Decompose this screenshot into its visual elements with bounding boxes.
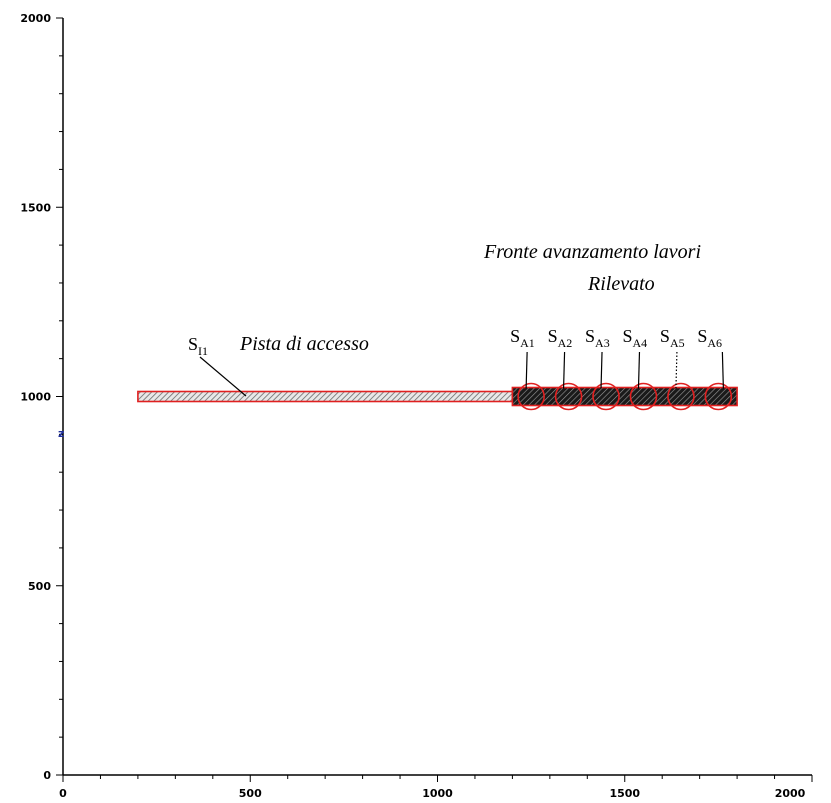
- work-front-source-leaders: [525, 351, 724, 389]
- y-tick-label: 2000: [20, 12, 51, 25]
- source-label-a1: SA1: [510, 326, 535, 350]
- z-marker: z: [58, 427, 64, 440]
- source-leader-a1: [525, 351, 528, 389]
- work-front-label-line2: Rilevato: [587, 273, 655, 295]
- source-label-i1: SI1: [188, 334, 208, 358]
- x-tick-label: 1500: [609, 787, 640, 800]
- x-tick-label: 1000: [422, 787, 453, 800]
- source-leader-a6: [721, 351, 724, 389]
- source-circle-a4: [629, 382, 658, 411]
- source-circle-a6: [704, 382, 733, 411]
- x-axis-ticks: 0 500 1000 1500 2000: [59, 775, 813, 800]
- work-front-label-line1: Fronte avanzamento lavori: [483, 241, 701, 263]
- source-circle-a1: [517, 382, 545, 411]
- access-track-label: Pista di accesso: [239, 333, 369, 355]
- source-label-a4: SA4: [622, 326, 647, 350]
- source-leader-a4: [637, 351, 641, 389]
- y-tick-label: 1500: [20, 201, 51, 214]
- source-circle-a5: [667, 382, 695, 411]
- work-front-strip: [512, 387, 738, 406]
- x-tick-label: 500: [239, 787, 262, 800]
- source-leader-a5: [675, 351, 678, 389]
- x-tick-label: 0: [59, 787, 67, 800]
- y-tick-label: 0: [43, 769, 51, 782]
- source-leader-a2: [562, 351, 566, 389]
- work-front-outline: [511, 386, 738, 407]
- y-tick-label: 500: [28, 580, 51, 593]
- y-tick-label: 1000: [20, 391, 51, 404]
- source-circle-a2: [554, 382, 583, 411]
- work-front-source-labels: SA1 SA2 SA3 SA4 SA5 SA6: [510, 326, 722, 350]
- x-tick-label: 2000: [775, 787, 806, 800]
- y-axis-ticks: 0 500 1000 1500 2000: [20, 12, 63, 782]
- access-track-strip: [137, 391, 513, 402]
- source-circles: [517, 382, 733, 411]
- source-circle-a3: [592, 382, 620, 411]
- source-leader-i1: [199, 356, 247, 397]
- source-leader-a3: [600, 351, 603, 389]
- source-label-a5: SA5: [660, 326, 685, 350]
- source-label-a6: SA6: [697, 326, 722, 350]
- source-label-a3: SA3: [585, 326, 610, 350]
- source-label-a2: SA2: [548, 326, 573, 350]
